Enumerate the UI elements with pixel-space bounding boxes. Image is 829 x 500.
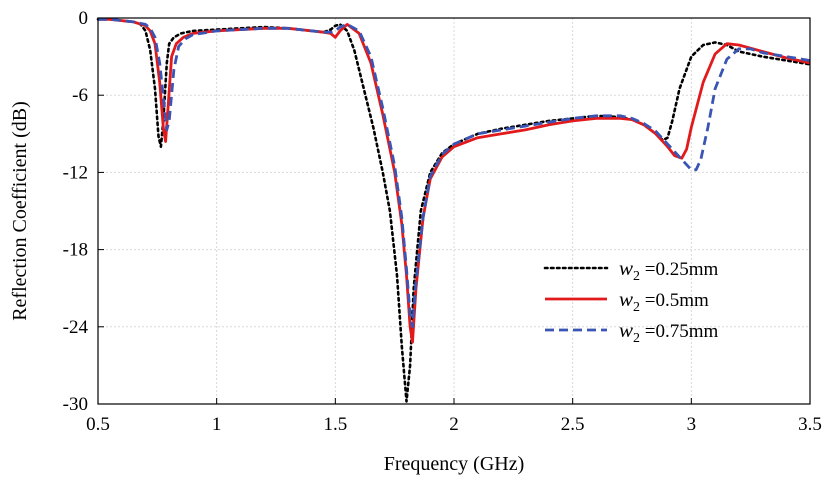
axis-tick-labels: 0.5 1 1.5 2 2.5 3 3.5 0 -6 -12 -18 -24 -30 <box>63 8 822 435</box>
legend-label-3: w2 =0.75mm <box>619 318 719 346</box>
y-tick-label: -30 <box>63 394 88 415</box>
series-line-2 <box>98 17 811 344</box>
legend-label-2: w2 =0.5mm <box>619 287 709 315</box>
series-line-3 <box>98 17 811 329</box>
x-tick-label: 3 <box>687 414 697 435</box>
x-tick-label: 2 <box>449 414 459 435</box>
y-tick-label: 0 <box>79 8 89 29</box>
y-tick-label: -12 <box>63 162 88 183</box>
x-tick-label: 0.5 <box>86 414 110 435</box>
y-tick-label: -6 <box>72 85 88 106</box>
legend-label-1: w2 =0.25mm <box>619 256 719 284</box>
series-line-1 <box>96 18 812 403</box>
y-tick-label: -24 <box>63 317 89 338</box>
y-tick-label: -18 <box>63 240 88 261</box>
legend: w2 =0.25mm w2 =0.5mm w2 =0.75mm <box>543 256 719 346</box>
y-axis-title: Reflection Coefficient (dB) <box>9 101 31 321</box>
x-axis-title: Frequency (GHz) <box>384 453 525 475</box>
grid <box>98 18 810 404</box>
x-tick-label: 2.5 <box>561 414 585 435</box>
x-tick-label: 1 <box>212 414 222 435</box>
x-tick-label: 3.5 <box>798 414 822 435</box>
x-tick-label: 1.5 <box>323 414 347 435</box>
series-layer <box>96 17 812 403</box>
axis-ticks <box>97 17 811 405</box>
